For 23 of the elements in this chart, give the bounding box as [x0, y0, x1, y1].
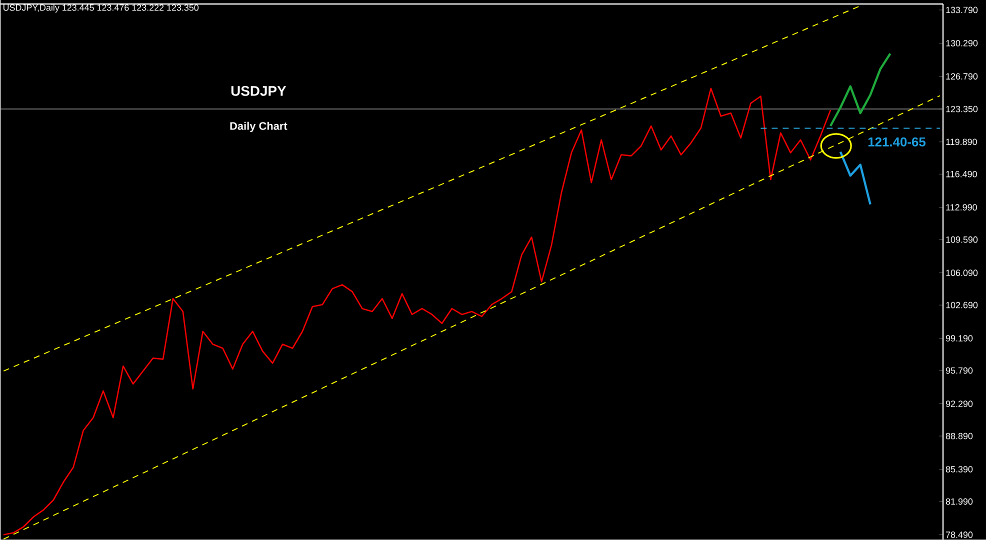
y-tick-label: 95.790: [946, 367, 973, 374]
y-tick-label: 81.990: [946, 498, 973, 505]
y-tick-label: 99.190: [946, 335, 973, 342]
annotation: 121.40-65: [868, 137, 926, 146]
y-tick-label: 130.290: [946, 40, 978, 46]
annotation: USDJPY,Daily 123.445 123.476 123.222 123.350: [3, 4, 199, 12]
y-tick-label: 109.590: [946, 236, 978, 243]
y-tick-label: 92.290: [946, 400, 973, 407]
text: Daily Chart: [230, 122, 288, 132]
line-series: [839, 150, 872, 206]
y-tick-label: 126.790: [946, 73, 978, 80]
y-tick-label: 85.390: [946, 466, 973, 472]
y-tick-label: 116.490: [946, 170, 977, 178]
line-series: [829, 52, 892, 128]
y-tick-label: 88.890: [946, 432, 973, 440]
y-tick-label: 78.490: [946, 531, 973, 538]
y-tick-label: 133.790: [946, 6, 978, 14]
y-tick-label: 123.350: [946, 106, 978, 112]
y-tick-label: 106.090: [946, 270, 978, 276]
text: USDJPY: [231, 86, 286, 96]
y-tick-label: 112.990: [946, 204, 977, 210]
y-tick-label: 119.890: [946, 138, 977, 145]
y-tick-label: 102.690: [946, 302, 978, 308]
